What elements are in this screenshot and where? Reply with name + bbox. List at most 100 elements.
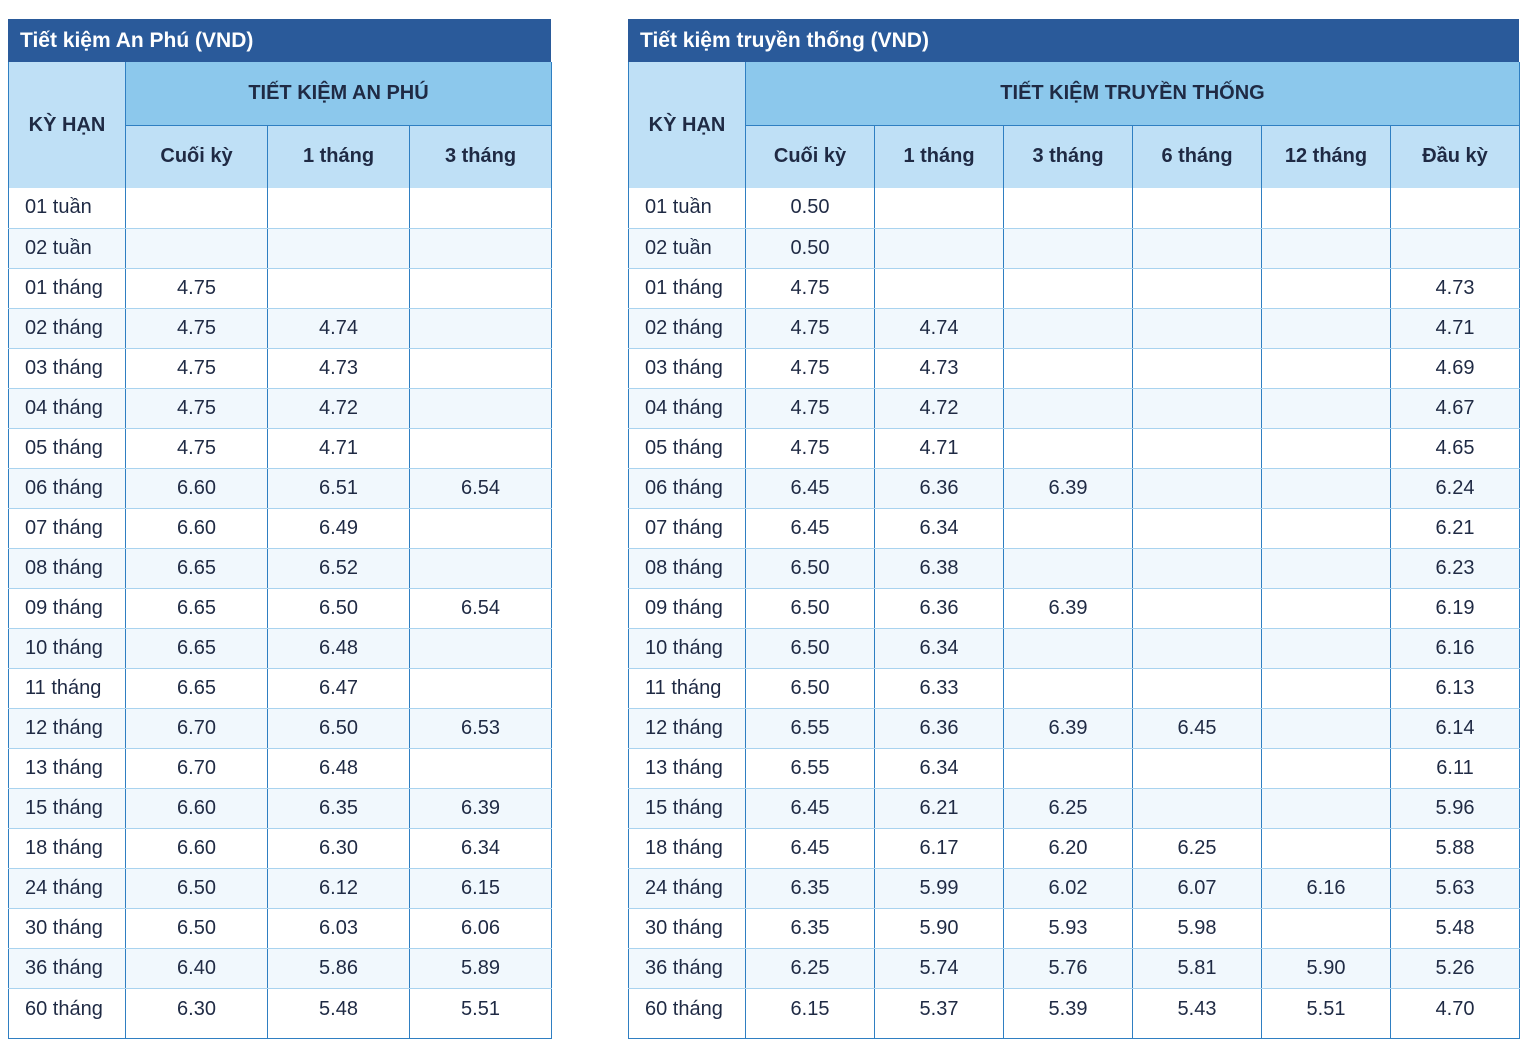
rate-cell: 4.71 [874,428,1004,469]
rate-cell: 6.35 [745,908,875,949]
rate-cell: 6.36 [874,588,1004,629]
rate-cell: 5.86 [267,948,410,989]
rate-cell: 6.36 [874,468,1004,509]
rate-cell: 6.50 [745,588,875,629]
rate-cell [408,308,553,349]
term-cell: 01 tuần [628,188,746,229]
rate-cell [1132,388,1262,429]
rate-cell: 4.71 [267,428,410,469]
rate-cell: 4.75 [125,388,268,429]
rate-cell: 6.65 [125,548,268,589]
term-cell: 04 tháng [8,388,126,429]
rate-cell: 6.25 [745,948,875,989]
table-row: 10 tháng 6.65 6.48 [8,628,553,669]
rate-cell: 6.48 [267,628,410,669]
table-row: 04 tháng 4.75 4.72 4.67 [628,388,1521,429]
rate-cell [408,748,553,789]
term-cell: 12 tháng [8,708,126,749]
rate-cell: 5.39 [1003,988,1133,1039]
term-cell: 11 tháng [628,668,746,709]
rate-cell: 6.47 [267,668,410,709]
rate-cell [267,188,410,229]
rate-cell: 6.45 [1132,708,1262,749]
term-cell: 02 tháng [8,308,126,349]
rate-cell: 6.24 [1389,468,1521,509]
rate-cell: 6.03 [267,908,410,949]
column-header: Đầu kỳ [1389,125,1521,188]
rate-cell: 4.75 [745,388,875,429]
term-cell: 12 tháng [628,708,746,749]
table-row: 13 tháng 6.70 6.48 [8,748,553,789]
rate-cell: 6.21 [1389,508,1521,549]
term-cell: 05 tháng [8,428,126,469]
term-cell: 10 tháng [8,628,126,669]
rate-cell: 6.60 [125,468,268,509]
term-cell: 01 tháng [628,268,746,309]
term-cell: 60 tháng [628,988,746,1039]
term-cell: 11 tháng [8,668,126,709]
rate-cell [1261,388,1391,429]
rate-cell: 6.52 [267,548,410,589]
table-row: 07 tháng 6.45 6.34 6.21 [628,508,1521,549]
table-row: 13 tháng 6.55 6.34 6.11 [628,748,1521,789]
rate-cell [1132,228,1262,269]
rate-cell [408,228,553,269]
rate-cell: 6.34 [874,508,1004,549]
term-cell: 13 tháng [8,748,126,789]
table-row: 05 tháng 4.75 4.71 4.65 [628,428,1521,469]
table-row: 08 tháng 6.50 6.38 6.23 [628,548,1521,589]
table-row: 06 tháng 6.45 6.36 6.39 6.24 [628,468,1521,509]
rate-cell: 6.60 [125,828,268,869]
table-row: 11 tháng 6.65 6.47 [8,668,553,709]
rate-cell: 4.75 [745,348,875,389]
rate-cell: 6.34 [874,748,1004,789]
table-row: 18 tháng 6.60 6.30 6.34 [8,828,553,869]
rate-cell [1003,268,1133,309]
rate-cell: 6.35 [267,788,410,829]
rate-cell: 6.39 [1003,588,1133,629]
rate-cell [1261,268,1391,309]
rate-cell: 5.88 [1389,828,1521,869]
rate-cell: 0.50 [745,228,875,269]
rate-cell: 4.75 [125,348,268,389]
rate-cell [1261,308,1391,349]
table-row: 01 tuần [8,188,553,229]
rate-cell: 6.50 [267,588,410,629]
term-cell: 18 tháng [8,828,126,869]
rate-cell [408,348,553,389]
rate-cell: 6.65 [125,668,268,709]
table-row: 06 tháng 6.60 6.51 6.54 [8,468,553,509]
table-row: 09 tháng 6.65 6.50 6.54 [8,588,553,629]
rate-rows: 01 tuần 0.50 02 tuần 0.50 01 tháng 4.75 4.73 02… [628,188,1521,1039]
rate-cell [1132,628,1262,669]
term-cell: 02 tuần [8,228,126,269]
rate-cell: 6.50 [745,628,875,669]
rate-cell: 6.23 [1389,548,1521,589]
rate-cell: 4.67 [1389,388,1521,429]
rate-cell [1003,508,1133,549]
rate-cell: 6.54 [408,468,553,509]
rate-cell: 6.16 [1261,868,1391,909]
column-header: 1 tháng [267,125,410,188]
rate-cell [1132,588,1262,629]
group-header: TIẾT KIỆM TRUYỀN THỐNG [744,62,1521,126]
rate-cell: 6.53 [408,708,553,749]
rate-cell: 6.50 [125,908,268,949]
rate-cell: 5.96 [1389,788,1521,829]
rate-cell [1261,628,1391,669]
rate-cell: 6.34 [408,828,553,869]
rate-cell: 6.55 [745,748,875,789]
term-cell: 10 tháng [628,628,746,669]
rate-cell [1261,668,1391,709]
rate-cell: 6.45 [745,508,875,549]
rate-cell [874,228,1004,269]
table-row: 24 tháng 6.35 5.99 6.02 6.07 6.16 5.63 [628,868,1521,909]
rate-cell [1132,348,1262,389]
table-row: 15 tháng 6.45 6.21 6.25 5.96 [628,788,1521,829]
rate-cell [125,228,268,269]
rate-cell: 4.73 [1389,268,1521,309]
an-phu-rate-table: KỲ HẠN TIẾT KIỆM AN PHÚ Cuối kỳ 1 tháng … [8,62,553,1039]
rate-cell [1261,908,1391,949]
rate-cell [1132,788,1262,829]
panel-title: Tiết kiệm truyền thống (VND) [628,19,1519,62]
